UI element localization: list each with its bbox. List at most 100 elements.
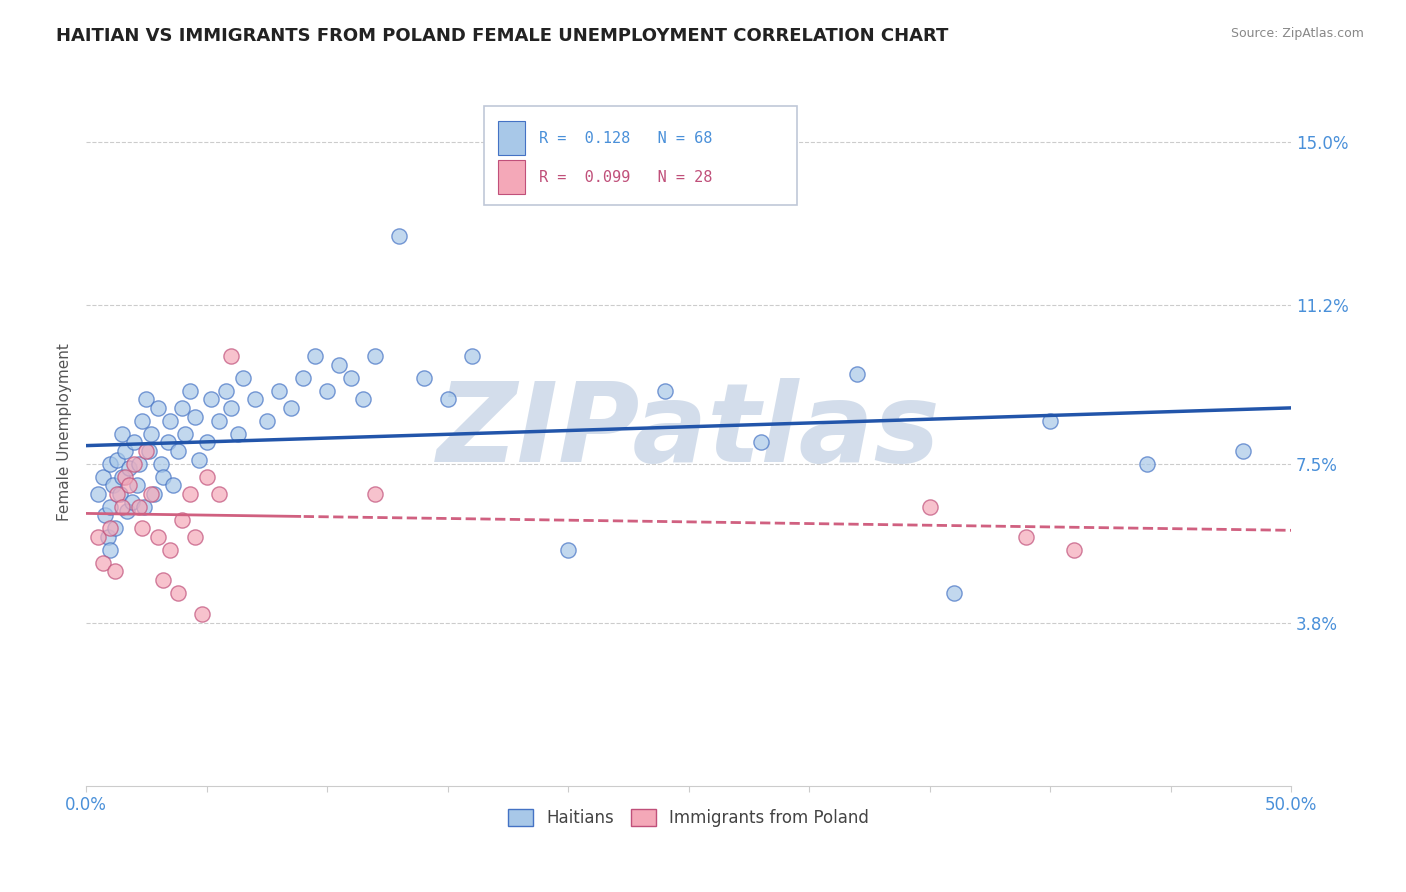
Y-axis label: Female Unemployment: Female Unemployment bbox=[58, 343, 72, 521]
Text: R =  0.128   N = 68: R = 0.128 N = 68 bbox=[540, 131, 713, 146]
Point bbox=[141, 426, 163, 441]
Point bbox=[98, 521, 121, 535]
Point bbox=[162, 478, 184, 492]
Point bbox=[918, 500, 941, 514]
Point bbox=[159, 414, 181, 428]
Point bbox=[108, 487, 131, 501]
Point bbox=[166, 444, 188, 458]
Point bbox=[846, 367, 869, 381]
Point bbox=[148, 401, 170, 415]
Point bbox=[316, 384, 339, 398]
Point bbox=[149, 457, 172, 471]
Point bbox=[111, 500, 134, 514]
Point bbox=[226, 426, 249, 441]
Point bbox=[131, 414, 153, 428]
Point bbox=[1063, 542, 1085, 557]
Point bbox=[111, 426, 134, 441]
Point bbox=[195, 469, 218, 483]
Point bbox=[364, 350, 387, 364]
Point bbox=[219, 350, 242, 364]
Point bbox=[91, 556, 114, 570]
Point bbox=[328, 358, 350, 372]
Point bbox=[183, 530, 205, 544]
Text: ZIPatlas: ZIPatlas bbox=[437, 378, 941, 485]
Point bbox=[98, 500, 121, 514]
Point bbox=[174, 426, 197, 441]
Point bbox=[94, 508, 117, 523]
Point bbox=[1015, 530, 1038, 544]
Point bbox=[412, 371, 434, 385]
Point bbox=[142, 487, 165, 501]
Point bbox=[98, 457, 121, 471]
Point bbox=[141, 487, 163, 501]
Point bbox=[107, 487, 129, 501]
Point bbox=[280, 401, 302, 415]
Point bbox=[152, 573, 174, 587]
Point bbox=[304, 350, 326, 364]
Point bbox=[243, 392, 266, 407]
Point bbox=[179, 487, 201, 501]
Point bbox=[364, 487, 387, 501]
Point bbox=[159, 542, 181, 557]
Point bbox=[124, 435, 146, 450]
Point bbox=[128, 500, 150, 514]
Point bbox=[157, 435, 180, 450]
Point bbox=[292, 371, 315, 385]
Point bbox=[138, 444, 160, 458]
Point bbox=[125, 478, 148, 492]
Point bbox=[148, 530, 170, 544]
Point bbox=[256, 414, 278, 428]
Point bbox=[1135, 457, 1157, 471]
Point bbox=[118, 461, 141, 475]
Text: Source: ZipAtlas.com: Source: ZipAtlas.com bbox=[1230, 27, 1364, 40]
Point bbox=[87, 487, 110, 501]
Point bbox=[219, 401, 242, 415]
Point bbox=[97, 530, 120, 544]
Point bbox=[215, 384, 238, 398]
Point bbox=[118, 478, 141, 492]
Point bbox=[942, 585, 965, 599]
Point bbox=[436, 392, 458, 407]
Point bbox=[111, 469, 134, 483]
Bar bbox=[484, 106, 797, 205]
Point bbox=[191, 607, 214, 621]
Bar bbox=[498, 121, 524, 155]
Point bbox=[340, 371, 363, 385]
Point bbox=[114, 469, 136, 483]
Point bbox=[1039, 414, 1062, 428]
Point bbox=[104, 521, 127, 535]
Point bbox=[131, 521, 153, 535]
Point bbox=[135, 444, 157, 458]
Point bbox=[183, 409, 205, 424]
Point bbox=[749, 435, 772, 450]
Point bbox=[179, 384, 201, 398]
Point bbox=[121, 495, 143, 509]
Point bbox=[557, 542, 579, 557]
Text: HAITIAN VS IMMIGRANTS FROM POLAND FEMALE UNEMPLOYMENT CORRELATION CHART: HAITIAN VS IMMIGRANTS FROM POLAND FEMALE… bbox=[56, 27, 949, 45]
Point bbox=[135, 392, 157, 407]
Point bbox=[208, 414, 231, 428]
Point bbox=[132, 500, 155, 514]
Point bbox=[101, 478, 124, 492]
Point bbox=[107, 452, 129, 467]
Point bbox=[166, 585, 188, 599]
Legend: Haitians, Immigrants from Poland: Haitians, Immigrants from Poland bbox=[502, 803, 876, 834]
Point bbox=[461, 350, 484, 364]
Point bbox=[654, 384, 676, 398]
Point bbox=[91, 469, 114, 483]
Bar bbox=[498, 161, 524, 194]
Point bbox=[1232, 444, 1254, 458]
Point bbox=[114, 444, 136, 458]
Text: R =  0.099   N = 28: R = 0.099 N = 28 bbox=[540, 169, 713, 185]
Point bbox=[267, 384, 290, 398]
Point bbox=[388, 229, 411, 244]
Point bbox=[188, 452, 211, 467]
Point bbox=[98, 542, 121, 557]
Point bbox=[124, 457, 146, 471]
Point bbox=[172, 513, 194, 527]
Point bbox=[104, 564, 127, 578]
Point bbox=[208, 487, 231, 501]
Point bbox=[200, 392, 222, 407]
Point bbox=[172, 401, 194, 415]
Point bbox=[87, 530, 110, 544]
